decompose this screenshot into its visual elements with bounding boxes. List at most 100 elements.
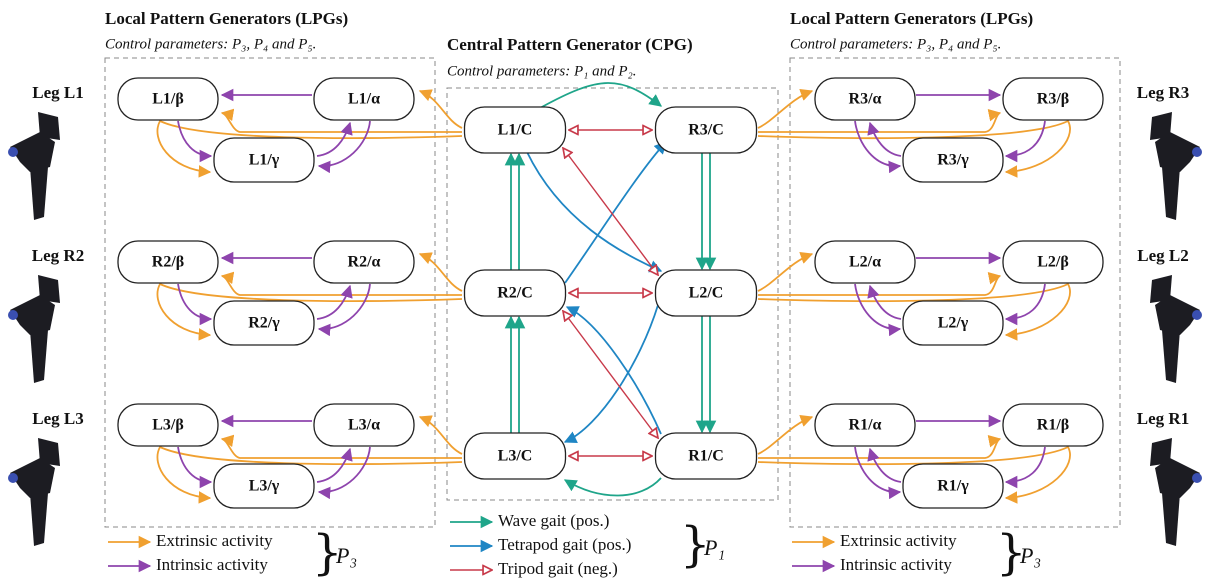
intrinsic-arrow bbox=[855, 121, 900, 166]
robot-part bbox=[1150, 112, 1172, 140]
intrinsic-arrow bbox=[319, 121, 370, 166]
node-label: L1/C bbox=[498, 122, 533, 139]
legend-label: Tetrapod gait (pos.) bbox=[498, 535, 631, 554]
cpg-subtitle: Control parameters: P₁ and P₂. bbox=[447, 63, 636, 79]
node-label: L2/C bbox=[689, 285, 724, 302]
extrinsic-arrow bbox=[758, 91, 812, 128]
node-label: R3/γ bbox=[937, 152, 969, 169]
robot-part bbox=[1162, 167, 1180, 220]
robot-part bbox=[30, 330, 48, 383]
lpg-subtitle: Control parameters: P₃, P₄ and P₅. bbox=[105, 36, 316, 52]
robot-part bbox=[38, 275, 60, 303]
robot-part bbox=[38, 438, 60, 466]
intrinsic-arrow bbox=[317, 123, 350, 156]
intrinsic-arrow bbox=[319, 447, 370, 492]
robot-part bbox=[8, 310, 18, 320]
node-label: R1/γ bbox=[937, 478, 969, 495]
extrinsic-arrow bbox=[420, 417, 462, 454]
legend-parameter: P₃ bbox=[335, 543, 357, 568]
robot-part bbox=[1192, 310, 1202, 320]
node-label: R3/C bbox=[688, 122, 724, 139]
robot-leg-icon bbox=[8, 275, 60, 383]
node-label: L1/α bbox=[348, 91, 380, 108]
diagram: Local Pattern Generators (LPGs) Control … bbox=[0, 0, 1210, 586]
legend-label: Tripod gait (neg.) bbox=[498, 559, 618, 578]
wave-arrow bbox=[565, 478, 661, 496]
tripod-arrow bbox=[563, 311, 658, 438]
node-label: L1/β bbox=[152, 91, 184, 108]
robot-part bbox=[38, 112, 60, 140]
legend-parameter: P₁ bbox=[703, 535, 725, 560]
wave-arrow bbox=[540, 83, 661, 108]
intrinsic-arrow bbox=[178, 284, 211, 319]
legend-label: Extrinsic activity bbox=[156, 531, 273, 550]
robot-part bbox=[1162, 493, 1180, 546]
node-label: L2/β bbox=[1037, 254, 1069, 271]
leg-label: Leg R1 bbox=[1137, 409, 1189, 428]
robot-part bbox=[1162, 330, 1180, 383]
node-label: R3/β bbox=[1037, 91, 1069, 108]
intrinsic-arrow bbox=[317, 449, 350, 482]
tetrapod-arrow bbox=[565, 142, 666, 283]
robot-part bbox=[1150, 438, 1172, 466]
extrinsic-arrow bbox=[420, 91, 462, 128]
robot-leg-icon bbox=[8, 438, 60, 546]
intrinsic-arrow bbox=[855, 447, 900, 492]
legend-label: Intrinsic activity bbox=[840, 555, 952, 574]
robot-part bbox=[30, 167, 48, 220]
lpg-subtitle: Control parameters: P₃, P₄ and P₅. bbox=[790, 36, 1001, 52]
leg-label: Leg R2 bbox=[32, 246, 84, 265]
intrinsic-arrow bbox=[317, 286, 350, 319]
node-label: R1/α bbox=[849, 417, 882, 434]
node-label: L1/γ bbox=[249, 152, 280, 169]
legend-label: Intrinsic activity bbox=[156, 555, 268, 574]
leg-label: Leg R3 bbox=[1137, 83, 1189, 102]
robot-leg-icon bbox=[8, 112, 60, 220]
robot-part bbox=[8, 473, 18, 483]
node-label: L2/γ bbox=[938, 315, 969, 332]
intrinsic-arrow bbox=[319, 284, 370, 329]
tetrapod-arrow bbox=[567, 307, 661, 434]
legend-parameter: P₃ bbox=[1019, 543, 1041, 568]
extrinsic-arrow bbox=[758, 254, 812, 291]
tripod-arrow bbox=[563, 148, 658, 275]
robot-leg-icon bbox=[1150, 112, 1202, 220]
lpg-box bbox=[105, 58, 435, 527]
robot-part bbox=[1192, 147, 1202, 157]
node-label: R1/β bbox=[1037, 417, 1069, 434]
node-label: R2/α bbox=[348, 254, 381, 271]
robot-part bbox=[8, 147, 18, 157]
lpg-title: Local Pattern Generators (LPGs) bbox=[105, 9, 348, 28]
robot-part bbox=[30, 493, 48, 546]
robot-leg-icon bbox=[1150, 275, 1202, 383]
cpg-title: Central Pattern Generator (CPG) bbox=[447, 35, 693, 54]
node-label: L3/α bbox=[348, 417, 380, 434]
intrinsic-arrow bbox=[870, 123, 901, 156]
node-label: R2/C bbox=[497, 285, 533, 302]
tetrapod-arrow bbox=[565, 305, 658, 442]
node-label: L3/β bbox=[152, 417, 184, 434]
node-label: R2/γ bbox=[248, 315, 280, 332]
robot-part bbox=[1192, 473, 1202, 483]
intrinsic-arrow bbox=[1006, 284, 1045, 319]
node-label: R1/C bbox=[688, 448, 724, 465]
node-label: R2/β bbox=[152, 254, 184, 271]
intrinsic-arrow bbox=[855, 284, 900, 329]
leg-label: Leg L1 bbox=[32, 83, 83, 102]
node-label: L3/γ bbox=[249, 478, 280, 495]
robot-leg-icon bbox=[1150, 438, 1202, 546]
extrinsic-arrow bbox=[758, 417, 812, 454]
leg-label: Leg L2 bbox=[1137, 246, 1188, 265]
intrinsic-arrow bbox=[1006, 121, 1045, 156]
leg-label: Leg L3 bbox=[32, 409, 83, 428]
legend-label: Extrinsic activity bbox=[840, 531, 957, 550]
node-label: R3/α bbox=[849, 91, 882, 108]
intrinsic-arrow bbox=[178, 447, 211, 482]
node-label: L2/α bbox=[849, 254, 881, 271]
intrinsic-arrow bbox=[870, 449, 901, 482]
intrinsic-arrow bbox=[870, 286, 901, 319]
legend-label: Wave gait (pos.) bbox=[498, 511, 609, 530]
lpg-title: Local Pattern Generators (LPGs) bbox=[790, 9, 1033, 28]
extrinsic-arrow bbox=[420, 254, 462, 291]
intrinsic-arrow bbox=[178, 121, 211, 156]
